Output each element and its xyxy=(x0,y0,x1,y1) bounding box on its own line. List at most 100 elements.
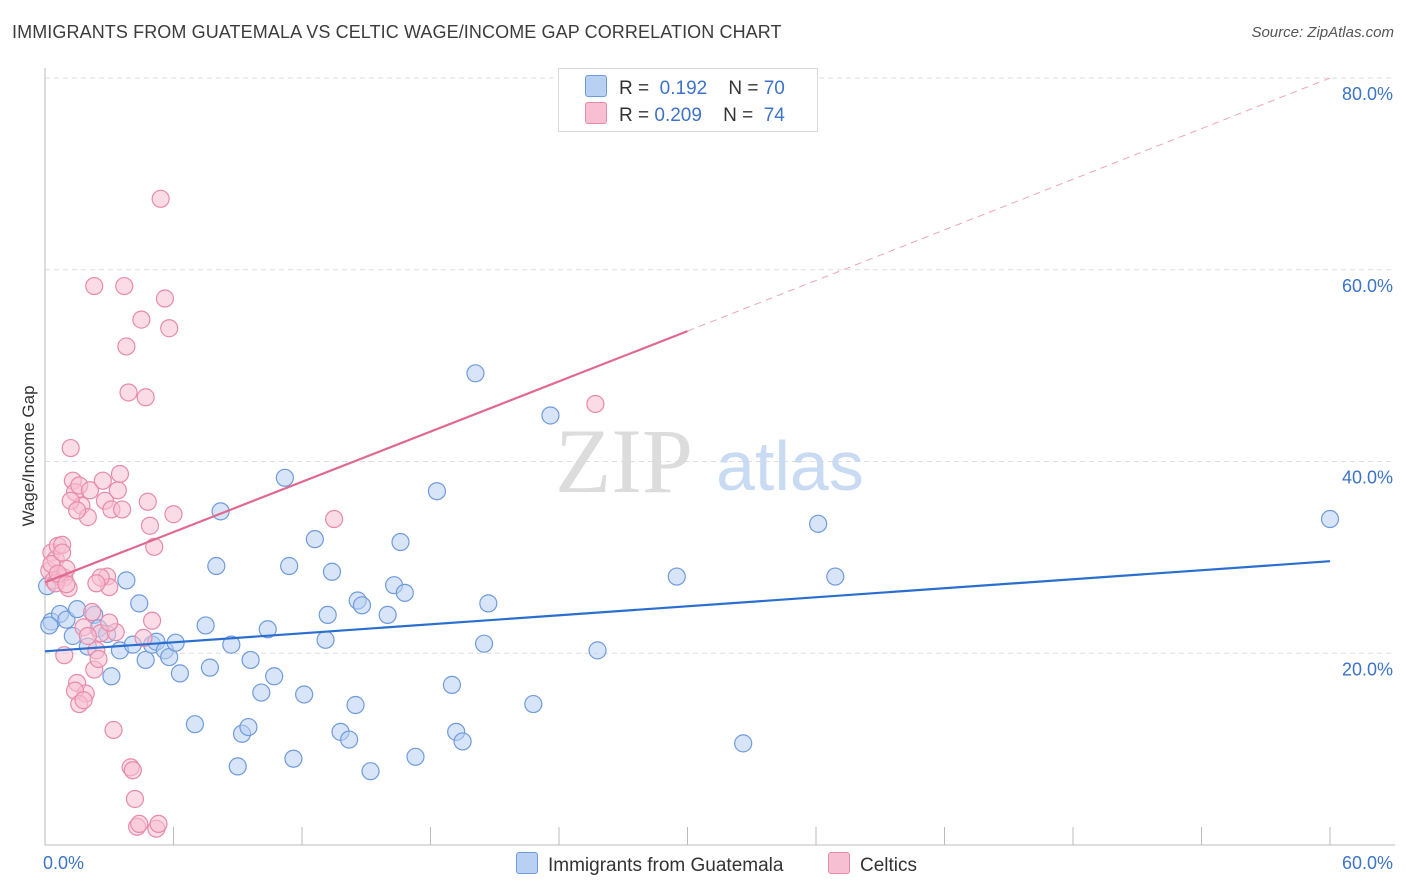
celtics-point xyxy=(110,464,130,484)
guatemala-point xyxy=(295,685,314,704)
celtics-point xyxy=(119,383,138,402)
x-tick-label: 60.0% xyxy=(1342,853,1393,873)
celtics-point xyxy=(53,543,72,562)
guatemala-point xyxy=(102,667,121,686)
guatemala-point xyxy=(352,596,372,615)
guatemala-point xyxy=(826,567,845,586)
guatemala-point xyxy=(524,694,543,714)
y-tick-label: 80.0% xyxy=(1342,84,1393,104)
celtics-point xyxy=(140,516,160,535)
celtics-point xyxy=(87,574,106,593)
guatemala-point xyxy=(200,658,220,677)
celtics-point xyxy=(68,501,87,520)
celtics-point xyxy=(100,613,119,632)
stats-legend: R = 0.192 N = 70 R = 0.209 N = 74 xyxy=(558,68,818,132)
guatemala-point xyxy=(239,717,258,737)
guatemala-point xyxy=(305,530,324,549)
guatemala-point xyxy=(130,594,149,613)
celtics-point xyxy=(104,720,123,740)
guatemala-point xyxy=(322,562,342,581)
guatemala-point xyxy=(453,732,472,751)
celtics-point xyxy=(132,310,151,329)
guatemala-point xyxy=(667,567,686,586)
celtics-point xyxy=(138,492,157,511)
celtics-point xyxy=(149,814,168,834)
celtics-point xyxy=(83,602,102,622)
celtics-point xyxy=(142,611,162,630)
guatemala-point xyxy=(196,616,215,635)
x-tick-label: 0.0% xyxy=(43,853,84,873)
y-axis-label: Wage/Income Gap xyxy=(19,385,38,526)
guatemala-point xyxy=(228,757,247,776)
watermark-atlas: atlas xyxy=(716,427,864,505)
guatemala-point xyxy=(280,556,299,576)
guatemala-point xyxy=(258,620,277,639)
celtics-point xyxy=(145,537,164,556)
guatemala-point xyxy=(378,605,397,625)
guatemala-point xyxy=(284,749,303,768)
celtics-point xyxy=(586,394,605,414)
swatch-pink-icon xyxy=(585,102,607,124)
trend-lines xyxy=(44,77,1331,653)
legend-row-celtics: R = 0.209 N = 74 xyxy=(585,102,785,126)
guatemala-point xyxy=(185,715,205,734)
guatemala-point xyxy=(346,695,365,715)
celtics-point xyxy=(108,481,127,500)
celtics-point xyxy=(325,509,344,529)
celtics-point xyxy=(151,189,170,208)
guatemala-point xyxy=(1320,509,1340,529)
guatemala-point xyxy=(406,747,425,766)
guatemala-point xyxy=(252,683,271,702)
celtics-point xyxy=(160,319,179,338)
swatch-pink-icon xyxy=(828,852,850,874)
guatemala-point xyxy=(40,616,59,635)
tick-labels: 20.0% 40.0% 60.0% 80.0% 0.0% 60.0% xyxy=(43,84,1393,873)
swatch-blue-icon xyxy=(516,852,538,874)
guatemala-point xyxy=(541,406,560,425)
guatemala-point xyxy=(427,482,447,501)
data-points xyxy=(38,189,1340,838)
guatemala-trend-line xyxy=(44,560,1331,653)
source-credit: Source: ZipAtlas.com xyxy=(1251,24,1394,41)
celtics-point xyxy=(80,481,100,500)
guatemala-point xyxy=(809,514,828,533)
celtics-point xyxy=(164,505,183,524)
celtics-point xyxy=(85,276,104,296)
celtics-point xyxy=(61,438,80,458)
celtics-trend-line xyxy=(44,330,688,584)
guatemala-point xyxy=(391,532,410,552)
celtics-point xyxy=(123,761,142,780)
legend-item-celtics: Celtics xyxy=(828,852,917,877)
celtics-point xyxy=(117,337,136,356)
celtics-point xyxy=(74,691,93,710)
guatemala-point xyxy=(136,650,155,670)
y-tick-label: 40.0% xyxy=(1342,468,1393,488)
guatemala-point xyxy=(395,583,414,602)
celtics-point xyxy=(57,575,76,594)
y-tick-label: 20.0% xyxy=(1342,659,1393,679)
guatemala-point xyxy=(241,650,260,670)
guatemala-point xyxy=(170,664,190,683)
guatemala-point xyxy=(466,364,485,383)
celtics-point xyxy=(134,628,153,648)
celtics-point xyxy=(155,289,175,308)
guatemala-point xyxy=(479,594,498,613)
guatemala-point xyxy=(316,630,335,649)
guatemala-point xyxy=(265,667,284,686)
watermark-zip: ZIP xyxy=(555,410,693,512)
guatemala-point xyxy=(588,641,607,660)
guatemala-point xyxy=(474,634,494,653)
gridlines xyxy=(45,77,1395,654)
celtics-point xyxy=(93,471,112,490)
celtics-point xyxy=(89,649,108,669)
guatemala-point xyxy=(117,571,136,590)
guatemala-point xyxy=(275,468,294,487)
guatemala-point xyxy=(734,734,753,753)
legend-row-guatemala: R = 0.192 N = 70 xyxy=(585,75,785,99)
axes xyxy=(44,68,1395,846)
celtics-point xyxy=(125,789,145,809)
celtics-point xyxy=(130,814,149,834)
legend-item-guatemala: Immigrants from Guatemala xyxy=(516,852,783,877)
guatemala-point xyxy=(68,600,87,619)
